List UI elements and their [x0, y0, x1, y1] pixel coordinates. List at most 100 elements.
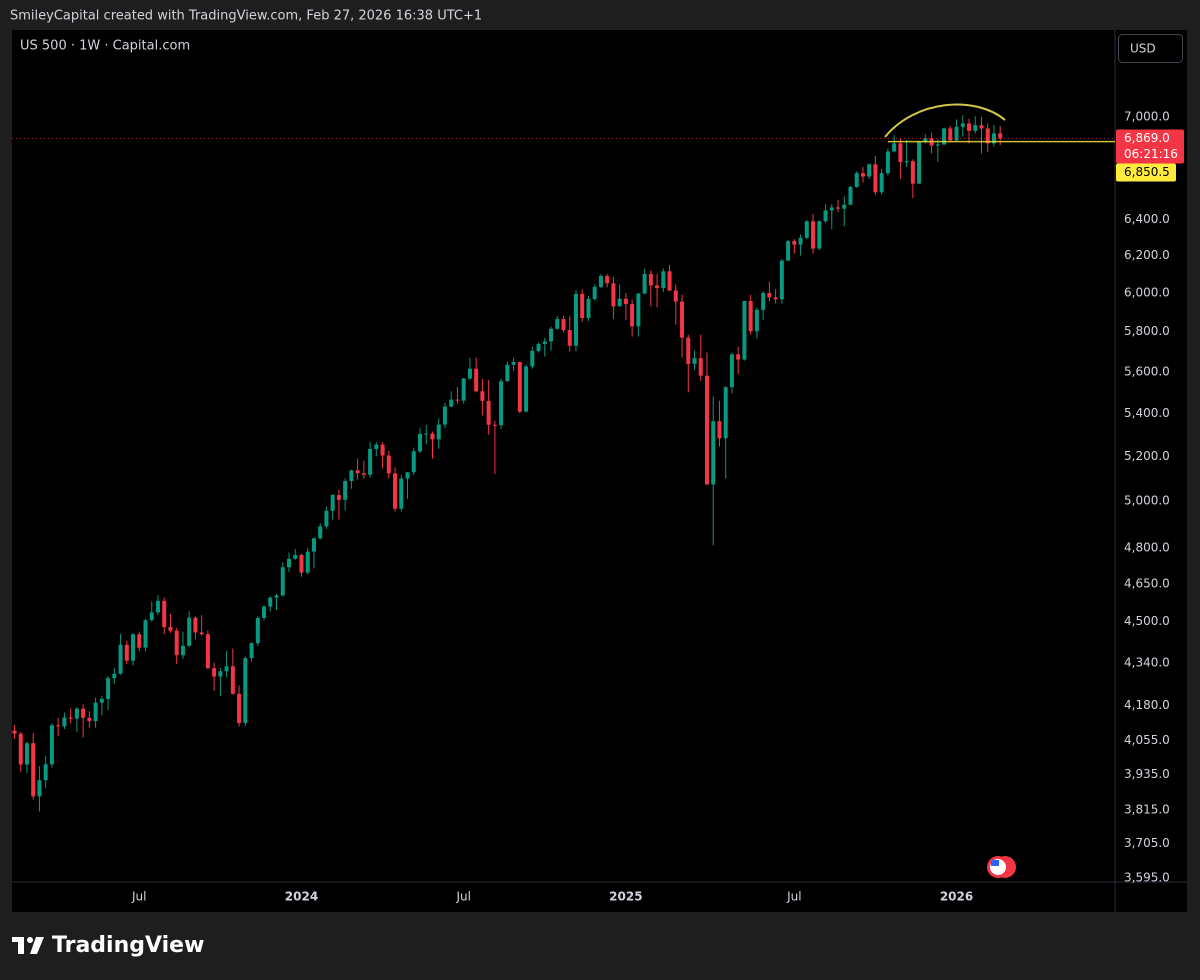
candle-body — [811, 221, 816, 249]
candle-body — [605, 275, 610, 284]
candle-body — [305, 551, 310, 573]
candle-body — [511, 362, 516, 365]
candle-body — [99, 698, 104, 703]
candle-body — [580, 293, 585, 319]
candle-body — [455, 399, 460, 401]
y-tick-label: 5,200.0 — [1124, 449, 1170, 463]
candle-body — [661, 271, 666, 289]
candle-body — [492, 424, 497, 426]
chart-panel — [12, 30, 1187, 912]
candle-body — [180, 645, 185, 656]
symbol-title: US 500 · 1W · Capital.com — [20, 39, 190, 54]
candle-body — [336, 495, 341, 500]
candle-body — [224, 666, 229, 672]
candle-body — [62, 717, 67, 727]
candle-body — [255, 617, 260, 644]
candle-body — [555, 318, 560, 329]
candle-body — [655, 285, 660, 289]
candle-body — [786, 241, 791, 261]
candle-body — [274, 595, 279, 598]
candle-body — [960, 123, 965, 127]
candle-body — [717, 421, 722, 439]
candle-body — [174, 630, 179, 656]
candle-body — [798, 237, 803, 245]
candle-body — [199, 632, 204, 635]
candle-body — [343, 481, 348, 500]
candle-body — [162, 600, 167, 628]
candle-body — [567, 330, 572, 346]
candle-body — [286, 558, 291, 568]
y-tick-label: 4,650.0 — [1124, 577, 1170, 591]
currency-button[interactable] — [1118, 34, 1183, 63]
candle-body — [917, 141, 922, 184]
candle-body — [898, 143, 903, 163]
candle-body — [212, 668, 217, 677]
candle-body — [393, 473, 398, 509]
candle-body — [474, 368, 479, 392]
last-price-label: 6,869.0 — [1124, 131, 1170, 145]
currency-label: USD — [1130, 42, 1156, 56]
candle-body — [131, 634, 136, 661]
candle-body — [848, 186, 853, 205]
candle-body — [804, 221, 809, 238]
candle-body — [854, 173, 859, 187]
candle-body — [49, 725, 54, 765]
candle-body — [318, 526, 323, 539]
candle-body — [243, 658, 248, 724]
candle-body — [149, 612, 154, 621]
candle-body — [311, 538, 316, 552]
candle-body — [499, 381, 504, 426]
candle-body — [617, 298, 622, 307]
candle-body — [424, 433, 429, 435]
candle-body — [942, 128, 947, 145]
x-tick-label: 2026 — [940, 890, 973, 904]
candle-body — [143, 620, 148, 648]
candle-body — [205, 634, 210, 669]
candle-body — [836, 207, 841, 209]
y-tick-label: 3,705.0 — [1124, 836, 1170, 850]
candle-body — [823, 210, 828, 222]
candle-body — [124, 644, 129, 661]
candle-body — [442, 406, 447, 425]
candle-body — [923, 138, 928, 142]
candle-body — [561, 318, 566, 331]
candle-body — [31, 743, 36, 797]
candle-body — [885, 151, 890, 174]
candle-body — [461, 378, 466, 401]
candle-body — [935, 144, 940, 146]
candle-body — [860, 173, 865, 177]
candle-body — [985, 128, 990, 144]
y-tick-label: 3,595.0 — [1124, 870, 1170, 884]
candle-body — [380, 444, 385, 456]
candle-body — [137, 634, 142, 648]
candle-body — [18, 733, 23, 765]
candle-body — [792, 241, 797, 245]
x-tick-label: 2024 — [285, 890, 318, 904]
candle-body — [449, 399, 454, 407]
y-tick-label: 4,800.0 — [1124, 540, 1170, 554]
candle-body — [12, 730, 17, 734]
candle-body — [467, 368, 472, 379]
countdown-label: 06:21:16 — [1124, 147, 1178, 161]
candle-body — [293, 554, 298, 559]
candle-body — [948, 128, 953, 141]
candle-body — [723, 387, 728, 439]
candle-body — [480, 391, 485, 401]
candle-body — [736, 354, 741, 360]
candle-body — [967, 123, 972, 131]
candle-body — [680, 301, 685, 338]
candle-body — [536, 343, 541, 351]
candle-body — [368, 448, 373, 475]
x-tick-label: Jul — [455, 890, 470, 904]
candle-body — [230, 666, 235, 694]
candle-body — [530, 350, 535, 367]
x-tick-label: Jul — [131, 890, 146, 904]
candle-body — [879, 173, 884, 193]
candle-body — [573, 293, 578, 346]
candle-body — [68, 717, 73, 719]
candle-body — [598, 275, 603, 287]
brand-logo — [12, 937, 44, 954]
candle-body — [324, 510, 329, 527]
y-tick-label: 6,400.0 — [1124, 212, 1170, 226]
